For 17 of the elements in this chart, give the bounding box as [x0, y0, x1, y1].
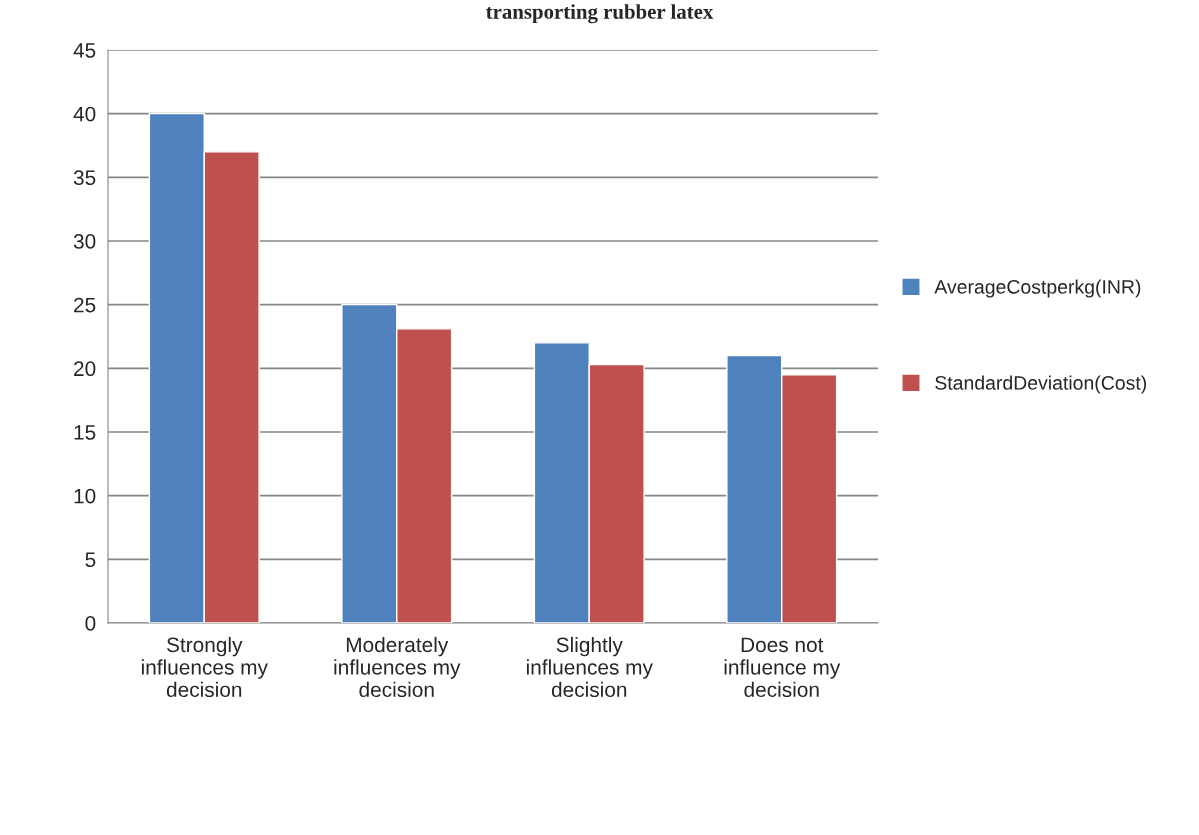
x-tick-label: Does not influence my decision [724, 637, 841, 698]
legend-label: StandardDeviation(Cost) [935, 375, 1147, 394]
legend-label: AverageCostperkg(INR) [934, 279, 1141, 298]
y-tick-label: 10 [74, 488, 96, 504]
chart-title: transporting rubber latex [486, 4, 714, 24]
x-tick-label: Slightly influences my decision [526, 636, 653, 698]
y-tick-label: 40 [73, 106, 96, 122]
x-tick-label: Strongly influences my decision [141, 636, 268, 698]
y-tick-label: 20 [74, 361, 96, 377]
y-tick-label: 0 [85, 616, 96, 631]
y-tick-label: 25 [74, 297, 96, 313]
x-tick-label: Moderately influences my decision [334, 636, 461, 698]
y-tick-label: 15 [74, 425, 96, 440]
y-tick-label: 45 [73, 43, 96, 58]
y-tick-label: 30 [73, 234, 96, 249]
y-tick-label: 5 [85, 552, 96, 568]
y-tick-label: 35 [73, 170, 96, 186]
